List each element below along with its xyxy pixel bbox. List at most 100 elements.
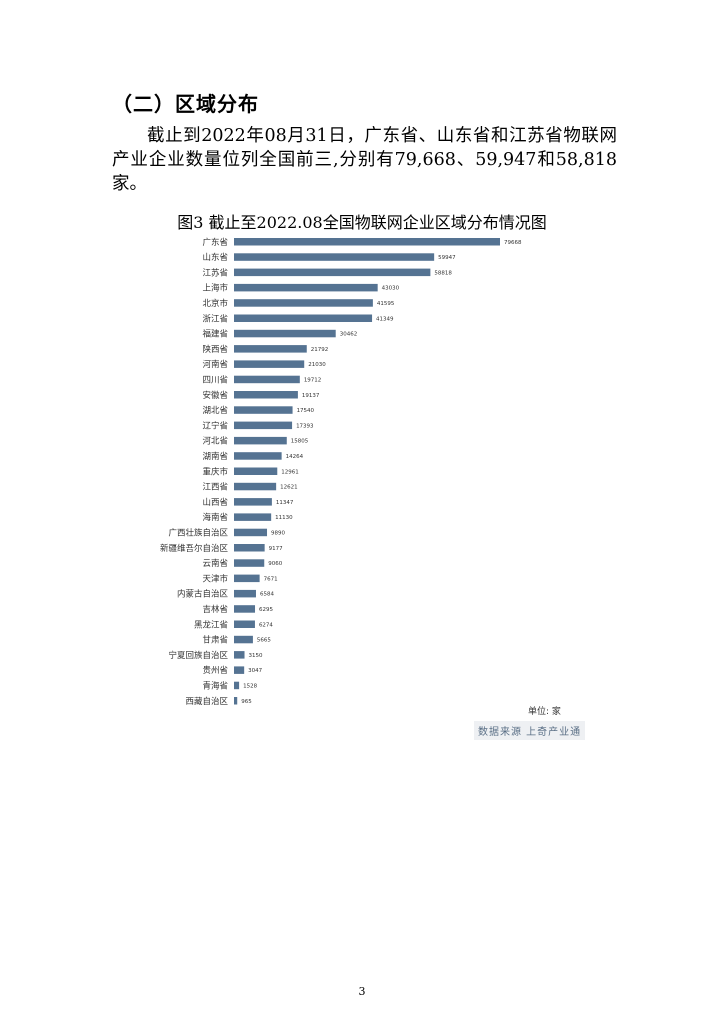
category-label: 海南省 bbox=[202, 512, 228, 523]
category-label: 河北省 bbox=[202, 436, 228, 447]
value-label: 58818 bbox=[434, 270, 452, 276]
category-label: 山东省 bbox=[202, 252, 228, 263]
category-label: 福建省 bbox=[202, 329, 228, 340]
value-label: 11347 bbox=[276, 500, 294, 506]
category-label: 浙江省 bbox=[202, 313, 228, 324]
category-label: 青海省 bbox=[202, 680, 228, 691]
bar bbox=[234, 513, 272, 521]
category-label: 湖南省 bbox=[202, 451, 228, 462]
category-label: 江西省 bbox=[202, 482, 228, 493]
body-paragraph: 截止到2022年08月31日，广东省、山东省和江苏省物联网产业企业数量位列全国前… bbox=[112, 126, 617, 194]
value-label: 19137 bbox=[302, 393, 320, 399]
figure-title: 图3 截止至2022.08全国物联网企业区域分布情况图 bbox=[177, 213, 547, 232]
bar bbox=[234, 299, 373, 307]
bar bbox=[234, 329, 336, 338]
bar bbox=[234, 283, 378, 292]
value-label: 6584 bbox=[260, 592, 274, 598]
bar bbox=[234, 436, 287, 445]
value-label: 965 bbox=[241, 699, 252, 705]
bar bbox=[234, 421, 293, 430]
category-label: 吉林省 bbox=[202, 604, 228, 615]
value-label: 17540 bbox=[297, 408, 315, 414]
value-label: 79668 bbox=[504, 240, 522, 246]
bar bbox=[234, 345, 307, 353]
bar bbox=[234, 238, 500, 246]
data-source-badge: 数据来源 上奇产业通 bbox=[474, 721, 586, 740]
category-label: 云南省 bbox=[202, 558, 228, 569]
value-label: 3150 bbox=[249, 653, 263, 659]
value-label: 30462 bbox=[340, 332, 358, 338]
bar bbox=[234, 620, 255, 628]
bar bbox=[234, 574, 260, 583]
category-label: 河南省 bbox=[202, 359, 228, 370]
category-label: 陕西省 bbox=[202, 344, 228, 355]
bar bbox=[234, 559, 265, 567]
value-label: 6295 bbox=[259, 607, 273, 613]
category-label: 宁夏回族自治区 bbox=[168, 650, 228, 661]
region-distribution-bar-chart: 广东省 79668 山东省 59947 江苏省 58818 上海市 43030 北京市 41595… bbox=[160, 237, 522, 707]
bar bbox=[234, 375, 300, 384]
bar bbox=[234, 406, 293, 414]
value-label: 43030 bbox=[382, 286, 400, 292]
bar bbox=[234, 589, 256, 598]
bar bbox=[234, 467, 278, 475]
value-label: 12961 bbox=[281, 469, 299, 475]
bar bbox=[234, 635, 253, 644]
category-label: 内蒙古自治区 bbox=[177, 589, 229, 600]
category-label: 四川省 bbox=[202, 374, 228, 385]
category-label: 辽宁省 bbox=[202, 420, 228, 431]
bar bbox=[234, 697, 238, 705]
value-label: 9177 bbox=[269, 546, 283, 552]
category-label: 广西壮族自治区 bbox=[168, 527, 228, 538]
value-label: 21030 bbox=[308, 362, 326, 368]
value-label: 11130 bbox=[275, 515, 293, 521]
bar bbox=[234, 253, 435, 261]
value-label: 3047 bbox=[248, 668, 262, 674]
category-label: 贵州省 bbox=[202, 665, 228, 676]
section-heading: （二）区域分布 bbox=[112, 92, 259, 116]
bar bbox=[234, 666, 245, 674]
bar bbox=[234, 452, 282, 460]
bar bbox=[234, 605, 256, 613]
category-label: 广东省 bbox=[202, 237, 228, 248]
category-label: 上海市 bbox=[202, 283, 228, 294]
bar bbox=[234, 681, 240, 690]
category-label: 重庆市 bbox=[202, 466, 228, 477]
category-label: 安徽省 bbox=[202, 390, 228, 401]
value-label: 1528 bbox=[243, 683, 257, 689]
bar bbox=[234, 314, 373, 322]
value-label: 6274 bbox=[259, 622, 273, 628]
category-label: 西藏自治区 bbox=[185, 696, 228, 707]
value-label: 12621 bbox=[280, 485, 298, 491]
bar bbox=[234, 360, 305, 368]
bar bbox=[234, 268, 431, 277]
value-label: 19712 bbox=[304, 377, 322, 383]
bar bbox=[234, 651, 245, 659]
unit-label: 单位: 家 bbox=[528, 707, 561, 717]
value-label: 9060 bbox=[268, 561, 282, 567]
bar bbox=[234, 498, 272, 506]
page-number: 3 bbox=[358, 985, 366, 998]
bar bbox=[234, 482, 277, 491]
value-label: 41595 bbox=[377, 301, 395, 307]
category-label: 湖北省 bbox=[202, 405, 228, 416]
value-label: 21792 bbox=[311, 347, 329, 353]
category-label: 甘肃省 bbox=[202, 635, 228, 646]
bar bbox=[234, 544, 265, 552]
bar bbox=[234, 528, 268, 537]
value-label: 17393 bbox=[296, 423, 314, 429]
value-label: 59947 bbox=[438, 255, 456, 261]
value-label: 15805 bbox=[291, 439, 309, 445]
category-label: 北京市 bbox=[202, 298, 228, 309]
value-label: 5665 bbox=[257, 638, 271, 644]
value-label: 7671 bbox=[264, 576, 278, 582]
category-label: 天津市 bbox=[202, 573, 228, 584]
category-label: 山西省 bbox=[202, 497, 228, 508]
bar bbox=[234, 391, 298, 399]
value-label: 14264 bbox=[286, 454, 304, 460]
category-label: 新疆维吾尔自治区 bbox=[160, 543, 229, 554]
category-label: 黑龙江省 bbox=[194, 619, 229, 630]
value-label: 41349 bbox=[376, 316, 394, 322]
value-label: 9890 bbox=[271, 530, 285, 536]
category-label: 江苏省 bbox=[202, 267, 228, 278]
